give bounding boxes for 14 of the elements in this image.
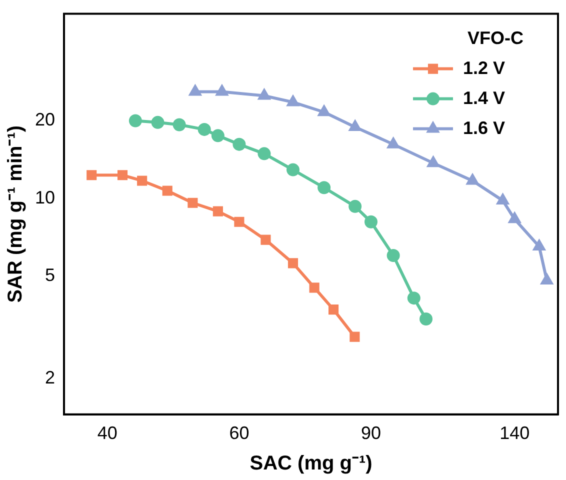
y-tick-label: 10	[34, 187, 56, 208]
x-tick-label: 40	[97, 423, 118, 444]
x-tick-label: 60	[229, 423, 250, 444]
x-axis-title: SAC (mg g⁻¹)	[250, 452, 372, 475]
x-tick-label: 140	[500, 423, 530, 444]
y-tick-label: 20	[34, 110, 56, 130]
y-tick-label: 2	[45, 367, 56, 388]
legend-label: 1.6 V	[463, 118, 506, 138]
y-axis-title: SAR (mg g⁻¹ min⁻¹)	[4, 125, 27, 303]
legend-label: 1.4 V	[463, 88, 506, 108]
y-tick-label: 5	[45, 264, 56, 285]
legend-title: VFO-C	[468, 28, 524, 48]
x-tick-label: 90	[360, 423, 382, 444]
legend-label: 1.2 V	[463, 58, 506, 78]
